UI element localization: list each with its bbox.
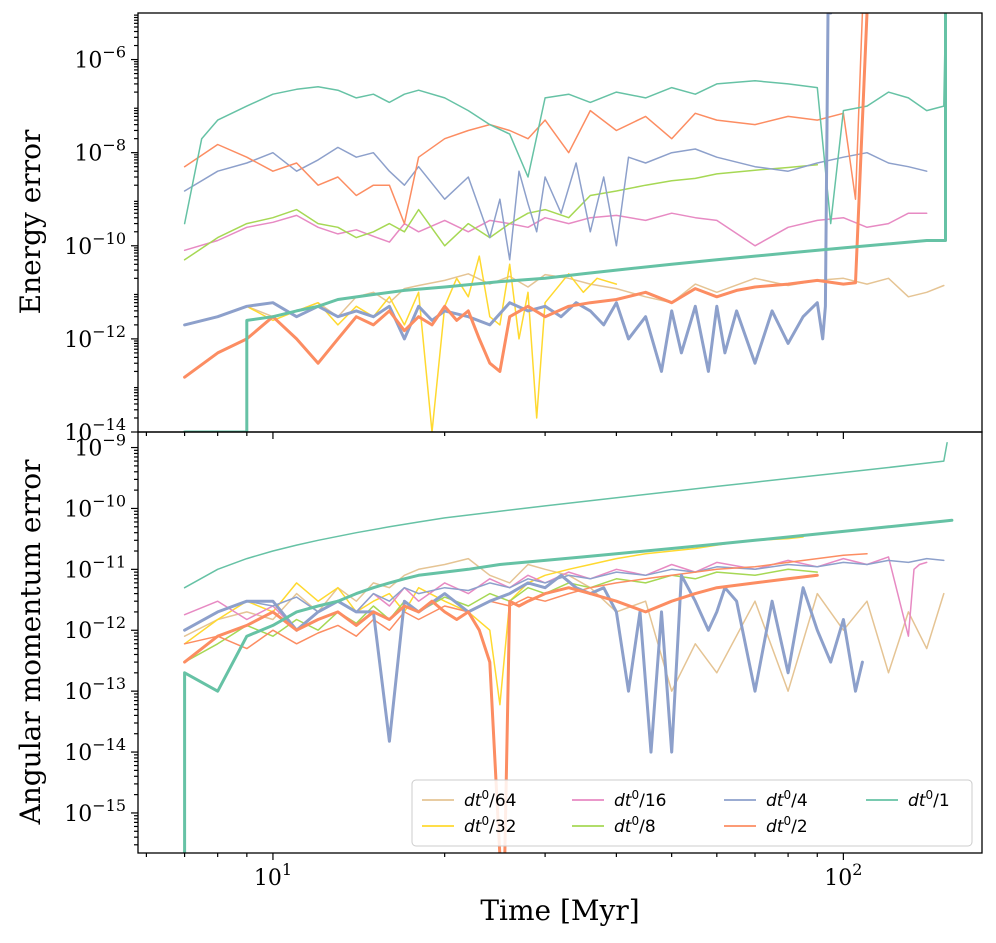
energy-series-line-8: [183, 13, 869, 379]
energy-series-line-3: [183, 164, 819, 261]
energy-series-line-7: [183, 13, 833, 373]
energy-y-ticks: 10−14 10−12 10−10 10−8 10−6: [64, 14, 138, 446]
legend-entry-label: dt0/64: [464, 788, 516, 811]
legend-box: [411, 779, 973, 847]
angular-momentum-y-ticks: 10−15 10−14 10−13 10−12 10−11 10−10 10−9: [64, 431, 138, 846]
energy-series-line-1: [183, 255, 618, 432]
angular_momentum-series-line-0: [183, 557, 945, 692]
angular_momentum-y-tick-label: 10−14: [64, 735, 126, 766]
energy-series-line-4: [183, 146, 928, 261]
energy-series-line-2: [183, 212, 928, 252]
angular_momentum-series-line-6: [183, 441, 948, 589]
energy-x-ticks: [145, 432, 844, 439]
angular_momentum-y-tick-label: 10−11: [64, 552, 126, 583]
energy-y-tick-label: 10−12: [64, 322, 126, 353]
angular-momentum-x-ticks: 101 102: [145, 853, 862, 891]
x-tick-label: 102: [824, 860, 862, 891]
legend-entry-label: dt0/1: [908, 788, 950, 811]
angular_momentum-y-tick-label: 10−10: [64, 491, 126, 522]
energy-y-tick-label: 10−14: [64, 415, 126, 446]
energy-y-tick-label: 10−10: [64, 229, 126, 260]
energy-y-axis-label: Energy error: [14, 129, 47, 314]
energy-series-line-9: [183, 13, 947, 432]
angular_momentum-series-line-5: [183, 553, 868, 650]
angular-momentum-y-axis-label: Angular momentum error: [14, 459, 47, 826]
legend-entry-label: dt0/8: [614, 814, 656, 837]
angular_momentum-series-line-9: [183, 518, 954, 853]
legend-entry-label: dt0/16: [614, 788, 666, 811]
angular-momentum-panel-frame: [137, 431, 983, 854]
energy-panel: 10−14 10−12 10−10 10−8 10−6 Energy error: [14, 12, 983, 446]
angular_momentum-series-line-7: [183, 573, 864, 754]
angular_momentum-y-tick-label: 10−9: [74, 431, 126, 462]
energy-series-group: [183, 13, 947, 432]
energy-series-line-6: [183, 13, 947, 225]
angular-momentum-series-group: [183, 441, 954, 853]
energy-y-tick-label: 10−8: [74, 136, 126, 167]
angular_momentum-y-tick-label: 10−15: [64, 796, 126, 827]
x-axis-label: Time [Myr]: [480, 894, 639, 927]
x-tick-label: 101: [254, 860, 292, 891]
energy-y-tick-label: 10−6: [74, 43, 126, 74]
legend-entry-label: dt0/2: [766, 814, 808, 837]
energy-series-line-5: [183, 13, 868, 225]
angular_momentum-series-line-8: [183, 573, 819, 853]
legend: dt0/64 dt0/32 dt0/16 dt0/8 dt0/4 dt0/2 dt0/1: [411, 779, 973, 847]
legend-entry-label: dt0/32: [464, 814, 516, 837]
angular_momentum-y-tick-label: 10−12: [64, 613, 126, 644]
angular_momentum-y-tick-label: 10−13: [64, 674, 126, 705]
legend-entry-label: dt0/4: [766, 788, 808, 811]
angular_momentum-series-line-1: [183, 536, 804, 706]
